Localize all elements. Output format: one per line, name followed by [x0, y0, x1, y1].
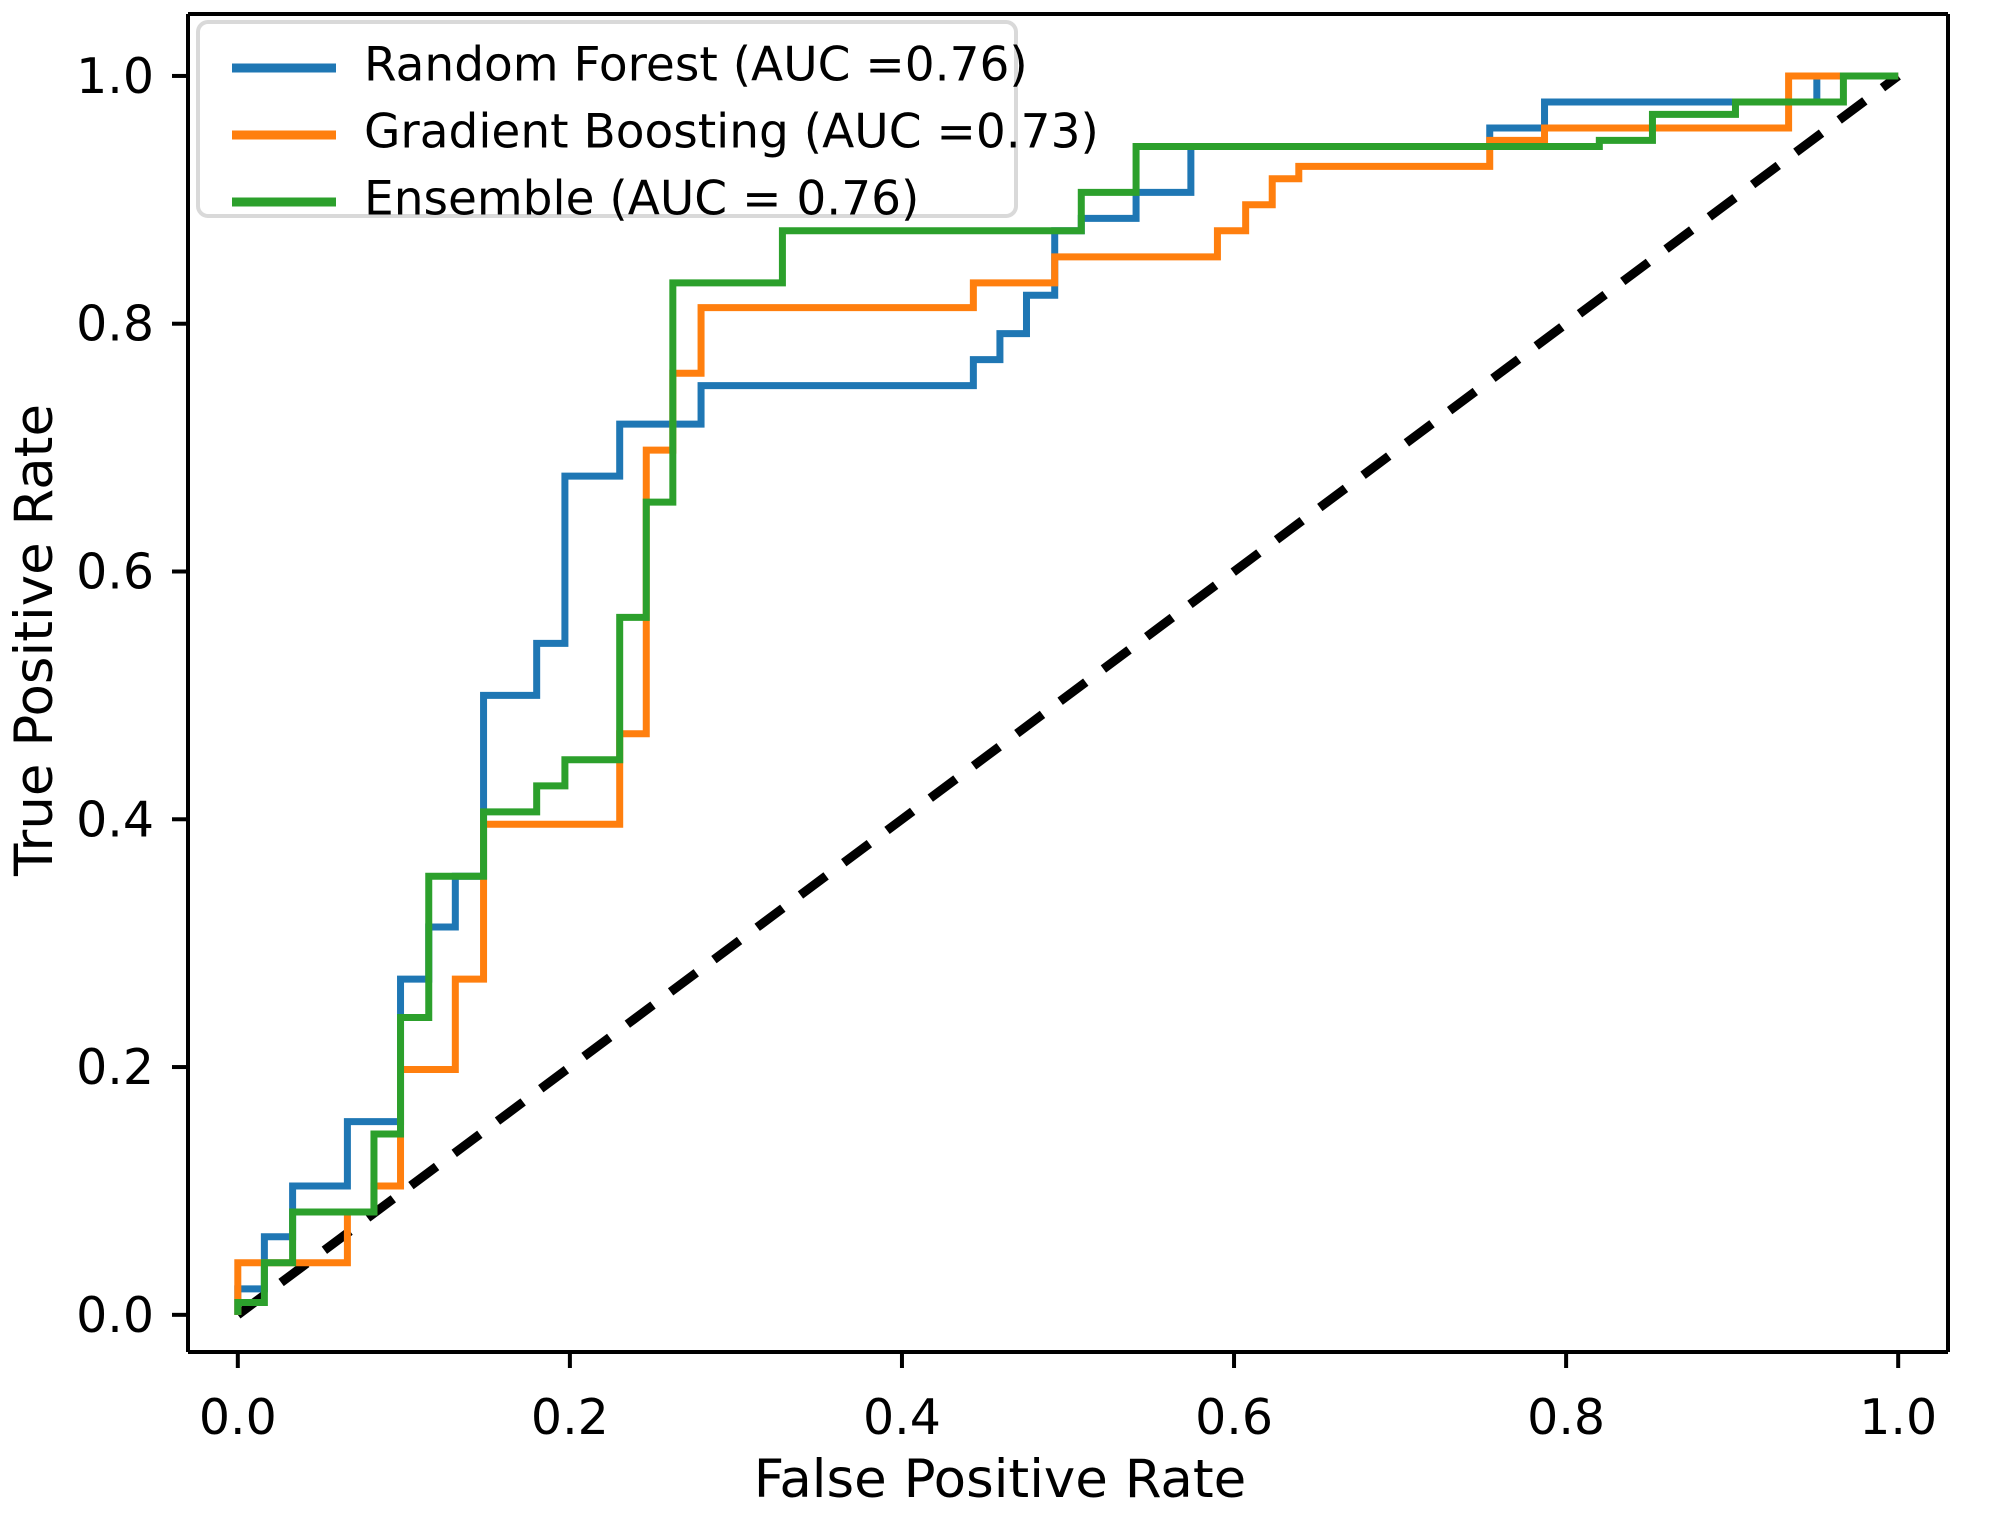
x-tick-label: 0.6: [1195, 1389, 1273, 1446]
y-tick-label: 0.0: [76, 1287, 154, 1344]
roc-curve-gradient-boosting: [234, 72, 1899, 1315]
x-tick-label: 0.8: [1527, 1389, 1605, 1446]
legend-items: Random Forest (AUC =0.76) Gradient Boosti…: [232, 38, 1099, 227]
x-tick-label: 0.2: [531, 1389, 609, 1446]
x-tick-label: 0.4: [863, 1389, 941, 1446]
y-tick-label: 0.2: [76, 1039, 154, 1096]
roc-series-group: [234, 72, 1899, 1315]
x-tick-label: 1.0: [1859, 1389, 1937, 1446]
legend: Random Forest (AUC =0.76) Gradient Boosti…: [196, 20, 1099, 227]
x-axis-ticks: 0.0 0.2 0.4 0.6 0.8 1.0: [199, 1352, 1937, 1446]
axis-spines: [186, 12, 1950, 1354]
x-tick-label: 0.0: [199, 1389, 277, 1446]
y-tick-label: 0.4: [76, 791, 154, 848]
y-axis-ticks: 0.0 0.2 0.4 0.6 0.8 1.0: [76, 48, 188, 1344]
legend-background: [196, 20, 1018, 218]
legend-label: Random Forest (AUC =0.76): [364, 38, 1028, 93]
chance-diagonal-line: [235, 72, 1901, 1319]
x-axis-label: False Positive Rate: [754, 1449, 1247, 1510]
legend-label: Gradient Boosting (AUC =0.73): [364, 105, 1099, 160]
y-axis-label: True Positive Rate: [4, 404, 65, 877]
legend-label: Ensemble (AUC = 0.76): [364, 172, 919, 227]
roc-curve-ensemble: [234, 72, 1899, 1315]
y-tick-label: 1.0: [76, 48, 154, 105]
y-tick-label: 0.6: [76, 544, 154, 601]
y-tick-label: 0.8: [76, 296, 154, 353]
